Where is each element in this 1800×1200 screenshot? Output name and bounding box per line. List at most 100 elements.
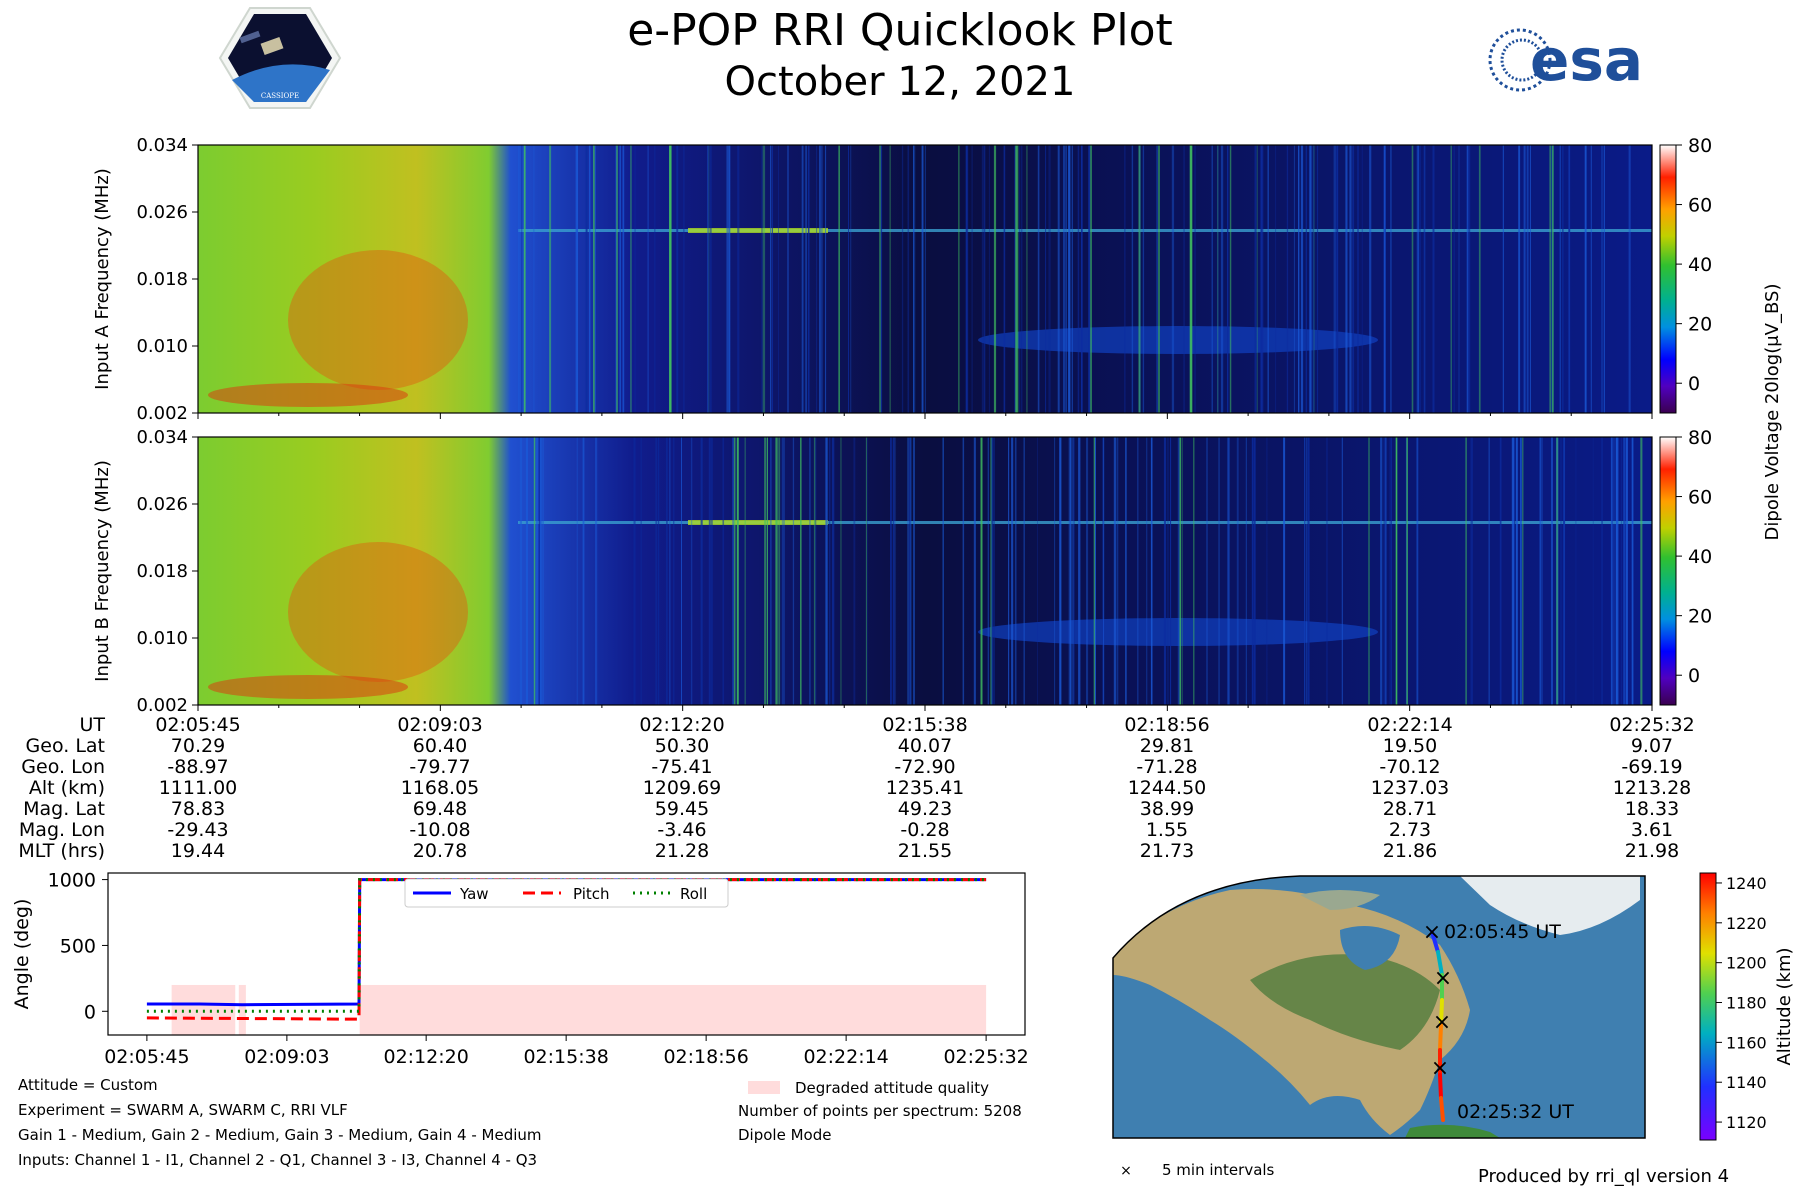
info-mode: Dipole Mode — [738, 1126, 831, 1144]
arctic-islands — [1300, 890, 1380, 910]
colorbar-tick-label: 0 — [1688, 665, 1700, 687]
orbit-track-segment — [1438, 1073, 1443, 1100]
orbit-track-segment — [1438, 1023, 1443, 1052]
ephemeris-cell: 50.30 — [655, 735, 709, 757]
y-tick-label: 1000 — [48, 870, 96, 892]
info-experiment: Experiment = SWARM A, SWARM C, RRI VLF — [18, 1101, 348, 1119]
ephemeris-cell: 70.29 — [171, 735, 225, 757]
vertical-striations — [519, 437, 1643, 705]
panel-ylabel: Input B Frequency (MHz) — [92, 460, 113, 682]
altitude-tick-label: 1200 — [1726, 954, 1767, 973]
footer-credit: Produced by rri_ql version 4 — [1478, 1166, 1729, 1187]
interval-marker: × — [1431, 1056, 1449, 1081]
y-tick-label: 0.010 — [136, 628, 188, 649]
colorbar-gradient — [1659, 436, 1677, 706]
interval-legend: × 5 min intervals — [1120, 1161, 1274, 1179]
ephemeris-cell: 38.99 — [1140, 798, 1194, 820]
interval-legend-marker: × — [1120, 1163, 1132, 1179]
ephemeris-cell: 28.71 — [1383, 798, 1437, 820]
legend-label: Yaw — [459, 885, 489, 903]
orbit-track-segment — [1439, 1096, 1445, 1122]
altitude-tick-label: 1180 — [1726, 994, 1767, 1013]
colorbar-tick-label: 60 — [1688, 195, 1712, 217]
track-end-label: 02:25:32 UT — [1457, 1101, 1574, 1123]
ephemeris-cell: 60.40 — [413, 735, 467, 757]
spectrogram-panel-a: 0.002 0.010 0.018 0.026 0.034 Input A Frequen… — [92, 135, 1653, 424]
ephemeris-cell: -69.19 — [1621, 756, 1682, 778]
info-left: Attitude = Custom Experiment = SWARM A, … — [18, 1076, 542, 1169]
altitude-tick-label: 1140 — [1726, 1073, 1767, 1092]
degraded-legend-swatch — [748, 1081, 780, 1094]
ephemeris-cell: 3.61 — [1631, 819, 1673, 841]
ephemeris-cell: -70.12 — [1379, 756, 1440, 778]
ephemeris-cell: 21.73 — [1140, 840, 1194, 862]
ephemeris-cell: 1213.28 — [1613, 777, 1692, 799]
greenland-land — [1460, 876, 1640, 935]
ephemeris-cell: 1168.05 — [401, 777, 480, 799]
info-gains: Gain 1 - Medium, Gain 2 - Medium, Gain 3… — [18, 1126, 542, 1144]
colorbar-tick-label: 20 — [1688, 314, 1712, 336]
forest-region — [1250, 954, 1440, 1050]
esa-logo: esa — [1488, 26, 1643, 94]
x-tick-label: 02:09:03 — [244, 1046, 329, 1068]
altitude-tick-label: 1160 — [1726, 1033, 1767, 1052]
map-boundary — [1112, 875, 1646, 1139]
y-tick-label: 0.018 — [136, 561, 188, 582]
carrier-bright — [688, 520, 828, 525]
ephemeris-cell: 40.07 — [898, 735, 952, 757]
ephemeris-row-label: Alt (km) — [29, 777, 105, 799]
x-tick-label: 02:18:56 — [663, 1046, 748, 1068]
info-points: Number of points per spectrum: 5208 — [738, 1102, 1022, 1120]
series-line-roll — [146, 878, 987, 1013]
ephemeris-cell: 02:05:45 — [155, 714, 240, 736]
emission-region — [288, 250, 468, 390]
emission-band — [208, 675, 408, 699]
altitude-tick-label: 1120 — [1726, 1113, 1767, 1132]
ephemeris-cell: 02:09:03 — [397, 714, 482, 736]
ephemeris-cell: 59.45 — [655, 798, 709, 820]
altitude-colorbar — [1699, 872, 1717, 1141]
y-tick-label: 0.018 — [136, 269, 188, 290]
page-title: e-POP RRI Quicklook Plot — [627, 5, 1173, 56]
ephemeris-cell: 20.78 — [413, 840, 467, 862]
x-tick-label: 02:05:45 — [104, 1046, 189, 1068]
y-tick-label: 0.026 — [136, 202, 188, 223]
ephemeris-cell: 1209.69 — [643, 777, 722, 799]
colorbar-tick-label: 40 — [1688, 254, 1712, 276]
ephemeris-cell: 02:12:20 — [639, 714, 724, 736]
ephemeris-cell: 9.07 — [1631, 735, 1673, 757]
colorbar-tick-label: 80 — [1688, 135, 1712, 157]
degraded-interval — [238, 984, 246, 1035]
colorbar-tick-label: 20 — [1688, 606, 1712, 628]
ephemeris-cell: 49.23 — [898, 798, 952, 820]
ephemeris-cell: 69.48 — [413, 798, 467, 820]
ephemeris-cell: 02:25:32 — [1609, 714, 1694, 736]
ephemeris-cell: 29.81 — [1140, 735, 1194, 757]
colorbar-a: 0 20 40 60 80 — [1659, 135, 1712, 414]
ephemeris-cell: 19.50 — [1383, 735, 1437, 757]
cassiope-logo-text: CASSIOPE — [261, 92, 299, 100]
emission-region — [288, 542, 468, 682]
interval-legend-label: 5 min intervals — [1162, 1161, 1275, 1179]
spectrogram-image — [198, 437, 1652, 705]
x-tick-label: 02:12:20 — [383, 1046, 468, 1068]
y-tick-label: 500 — [60, 935, 96, 957]
colorbars: 0 20 40 60 80 0 20 40 60 80 — [1659, 135, 1712, 706]
y-tick-label: 0.026 — [136, 494, 188, 515]
spectrogram-image — [198, 145, 1652, 413]
ephemeris-cell: 02:22:14 — [1367, 714, 1452, 736]
altitude-label: Altitude (km) — [1774, 947, 1795, 1065]
south-america-land — [1405, 1124, 1500, 1138]
ephemeris-row-label: Mag. Lon — [19, 819, 105, 841]
x-tick-label: 02:22:14 — [803, 1046, 888, 1068]
ephemeris-cell: -75.41 — [651, 756, 712, 778]
ephemeris-cell: 78.83 — [171, 798, 225, 820]
ephemeris-cell: 21.98 — [1625, 840, 1679, 862]
hiss-band — [978, 618, 1378, 646]
degraded-legend-label: Degraded attitude quality — [795, 1079, 989, 1097]
y-tick-label: 0.034 — [136, 427, 188, 448]
panel-ylabel: Input A Frequency (MHz) — [92, 168, 113, 390]
ephemeris-row-label: Geo. Lat — [26, 735, 105, 757]
colorbar-gradient — [1659, 144, 1677, 414]
